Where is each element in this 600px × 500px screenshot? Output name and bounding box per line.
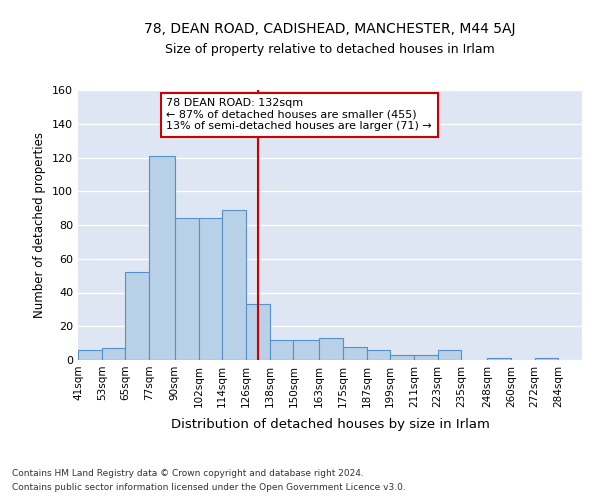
Bar: [199, 218, 222, 360]
Bar: [102, 348, 125, 360]
Bar: [78, 350, 102, 360]
Bar: [390, 355, 414, 360]
Bar: [319, 338, 343, 360]
Bar: [125, 272, 149, 360]
Bar: [367, 350, 390, 360]
Bar: [246, 304, 270, 360]
Text: 78, DEAN ROAD, CADISHEAD, MANCHESTER, M44 5AJ: 78, DEAN ROAD, CADISHEAD, MANCHESTER, M4…: [144, 22, 516, 36]
Text: Contains public sector information licensed under the Open Government Licence v3: Contains public sector information licen…: [12, 484, 406, 492]
Text: Contains HM Land Registry data © Crown copyright and database right 2024.: Contains HM Land Registry data © Crown c…: [12, 468, 364, 477]
Text: 78 DEAN ROAD: 132sqm
← 87% of detached houses are smaller (455)
13% of semi-deta: 78 DEAN ROAD: 132sqm ← 87% of detached h…: [166, 98, 432, 132]
X-axis label: Distribution of detached houses by size in Irlam: Distribution of detached houses by size …: [170, 418, 490, 431]
Bar: [535, 358, 558, 360]
Bar: [438, 350, 461, 360]
Bar: [222, 210, 246, 360]
Bar: [270, 340, 293, 360]
Y-axis label: Number of detached properties: Number of detached properties: [34, 132, 46, 318]
Bar: [149, 156, 175, 360]
Bar: [414, 355, 438, 360]
Bar: [293, 340, 319, 360]
Bar: [175, 218, 199, 360]
Bar: [343, 346, 367, 360]
Text: Size of property relative to detached houses in Irlam: Size of property relative to detached ho…: [165, 42, 495, 56]
Bar: [487, 358, 511, 360]
